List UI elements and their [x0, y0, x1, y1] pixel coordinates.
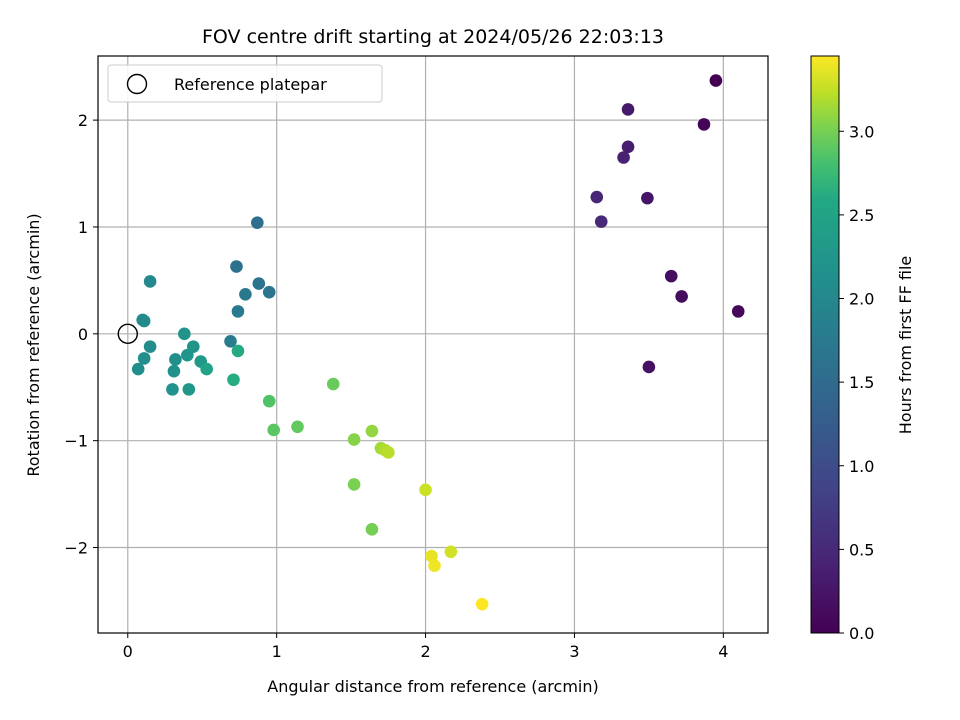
colorbar-ticks: 0.0 0.5 1.0 1.5 2.0 2.5 3.0 — [839, 122, 874, 643]
scatter-point — [621, 103, 635, 116]
scatter-point — [590, 190, 604, 204]
colorbar-tick-label: 2.0 — [849, 290, 874, 309]
scatter-point — [230, 260, 243, 273]
scatter-point — [419, 483, 432, 497]
scatter-point — [231, 344, 245, 358]
scatter-point — [475, 597, 489, 611]
scatter-point — [291, 420, 304, 434]
scatter-point — [137, 314, 151, 328]
scatter-point — [167, 364, 181, 378]
scatter-point — [231, 305, 245, 318]
x-tick-label: 0 — [123, 642, 133, 661]
y-tick-label: 2 — [78, 111, 88, 130]
scatter-point — [697, 118, 711, 131]
scatter-point — [227, 373, 240, 387]
y-axis-ticks: −2 −1 0 1 2 — [64, 111, 98, 558]
chart-title: FOV centre drift starting at 2024/05/26 … — [202, 26, 664, 48]
scatter-point — [326, 377, 340, 391]
scatter-point — [664, 269, 678, 283]
legend-box — [107, 64, 383, 103]
reference-marker — [117, 323, 138, 345]
colorbar — [810, 55, 840, 634]
colorbar-tick-label: 0.0 — [849, 624, 874, 643]
scatter-point — [444, 545, 458, 559]
x-axis-ticks: 0 1 2 3 4 — [123, 633, 728, 661]
scatter-point — [169, 353, 182, 366]
scatter-point — [143, 340, 157, 353]
scatter-point — [137, 352, 151, 365]
scatter-point — [731, 305, 745, 318]
x-tick-label: 2 — [420, 642, 430, 661]
scatter-point — [267, 423, 280, 437]
scatter-point — [675, 290, 688, 303]
scatter-point — [365, 523, 379, 536]
scatter-point — [252, 277, 266, 290]
scatter-point — [642, 360, 656, 374]
colorbar-tick-label: 3.0 — [849, 122, 874, 141]
colorbar-tick-label: 0.5 — [849, 540, 874, 559]
scatter-point — [182, 383, 196, 396]
scatter-point — [594, 215, 608, 228]
scatter-point — [186, 340, 200, 353]
scatter-point — [224, 334, 237, 348]
legend: Reference platepar — [107, 64, 383, 103]
scatter-point — [347, 478, 361, 491]
scatter-point — [262, 285, 276, 299]
scatter-point — [178, 327, 191, 341]
scatter-point — [200, 362, 213, 376]
scatter-point — [617, 151, 630, 164]
reference-point — [117, 323, 138, 345]
scatter-point — [143, 275, 157, 288]
scatter-point — [347, 433, 361, 446]
data-points — [131, 74, 745, 611]
scatter-point — [428, 559, 441, 572]
scatter-point — [709, 74, 723, 87]
y-axis-label: Rotation from reference (arcmin) — [24, 213, 43, 476]
legend-label: Reference platepar — [174, 75, 327, 94]
y-tick-label: 0 — [78, 325, 88, 344]
scatter-point — [131, 362, 145, 376]
y-tick-label: 1 — [78, 218, 88, 237]
scatter-point — [262, 394, 276, 408]
colorbar-tick-label: 1.0 — [849, 457, 874, 476]
y-tick-label: −1 — [64, 432, 88, 451]
colorbar-label: Hours from first FF file — [896, 256, 915, 435]
scatter-point — [365, 424, 379, 438]
scatter-point — [621, 140, 635, 154]
scatter-point — [166, 383, 179, 396]
legend-marker — [126, 73, 148, 95]
scatter-point — [239, 287, 252, 301]
x-tick-label: 3 — [569, 642, 579, 661]
y-tick-label: −2 — [64, 539, 88, 558]
grid-lines — [98, 56, 768, 633]
colorbar-tick-label: 2.5 — [849, 206, 874, 225]
x-axis-label: Angular distance from reference (arcmin) — [267, 677, 598, 696]
scatter-point — [641, 191, 654, 205]
scatter-point — [251, 216, 264, 229]
colorbar-tick-label: 1.5 — [849, 373, 874, 392]
x-tick-label: 1 — [272, 642, 282, 661]
scatter-point — [425, 549, 438, 563]
x-tick-label: 4 — [718, 642, 728, 661]
scatter-point — [382, 446, 395, 459]
plot-frame — [97, 55, 769, 634]
